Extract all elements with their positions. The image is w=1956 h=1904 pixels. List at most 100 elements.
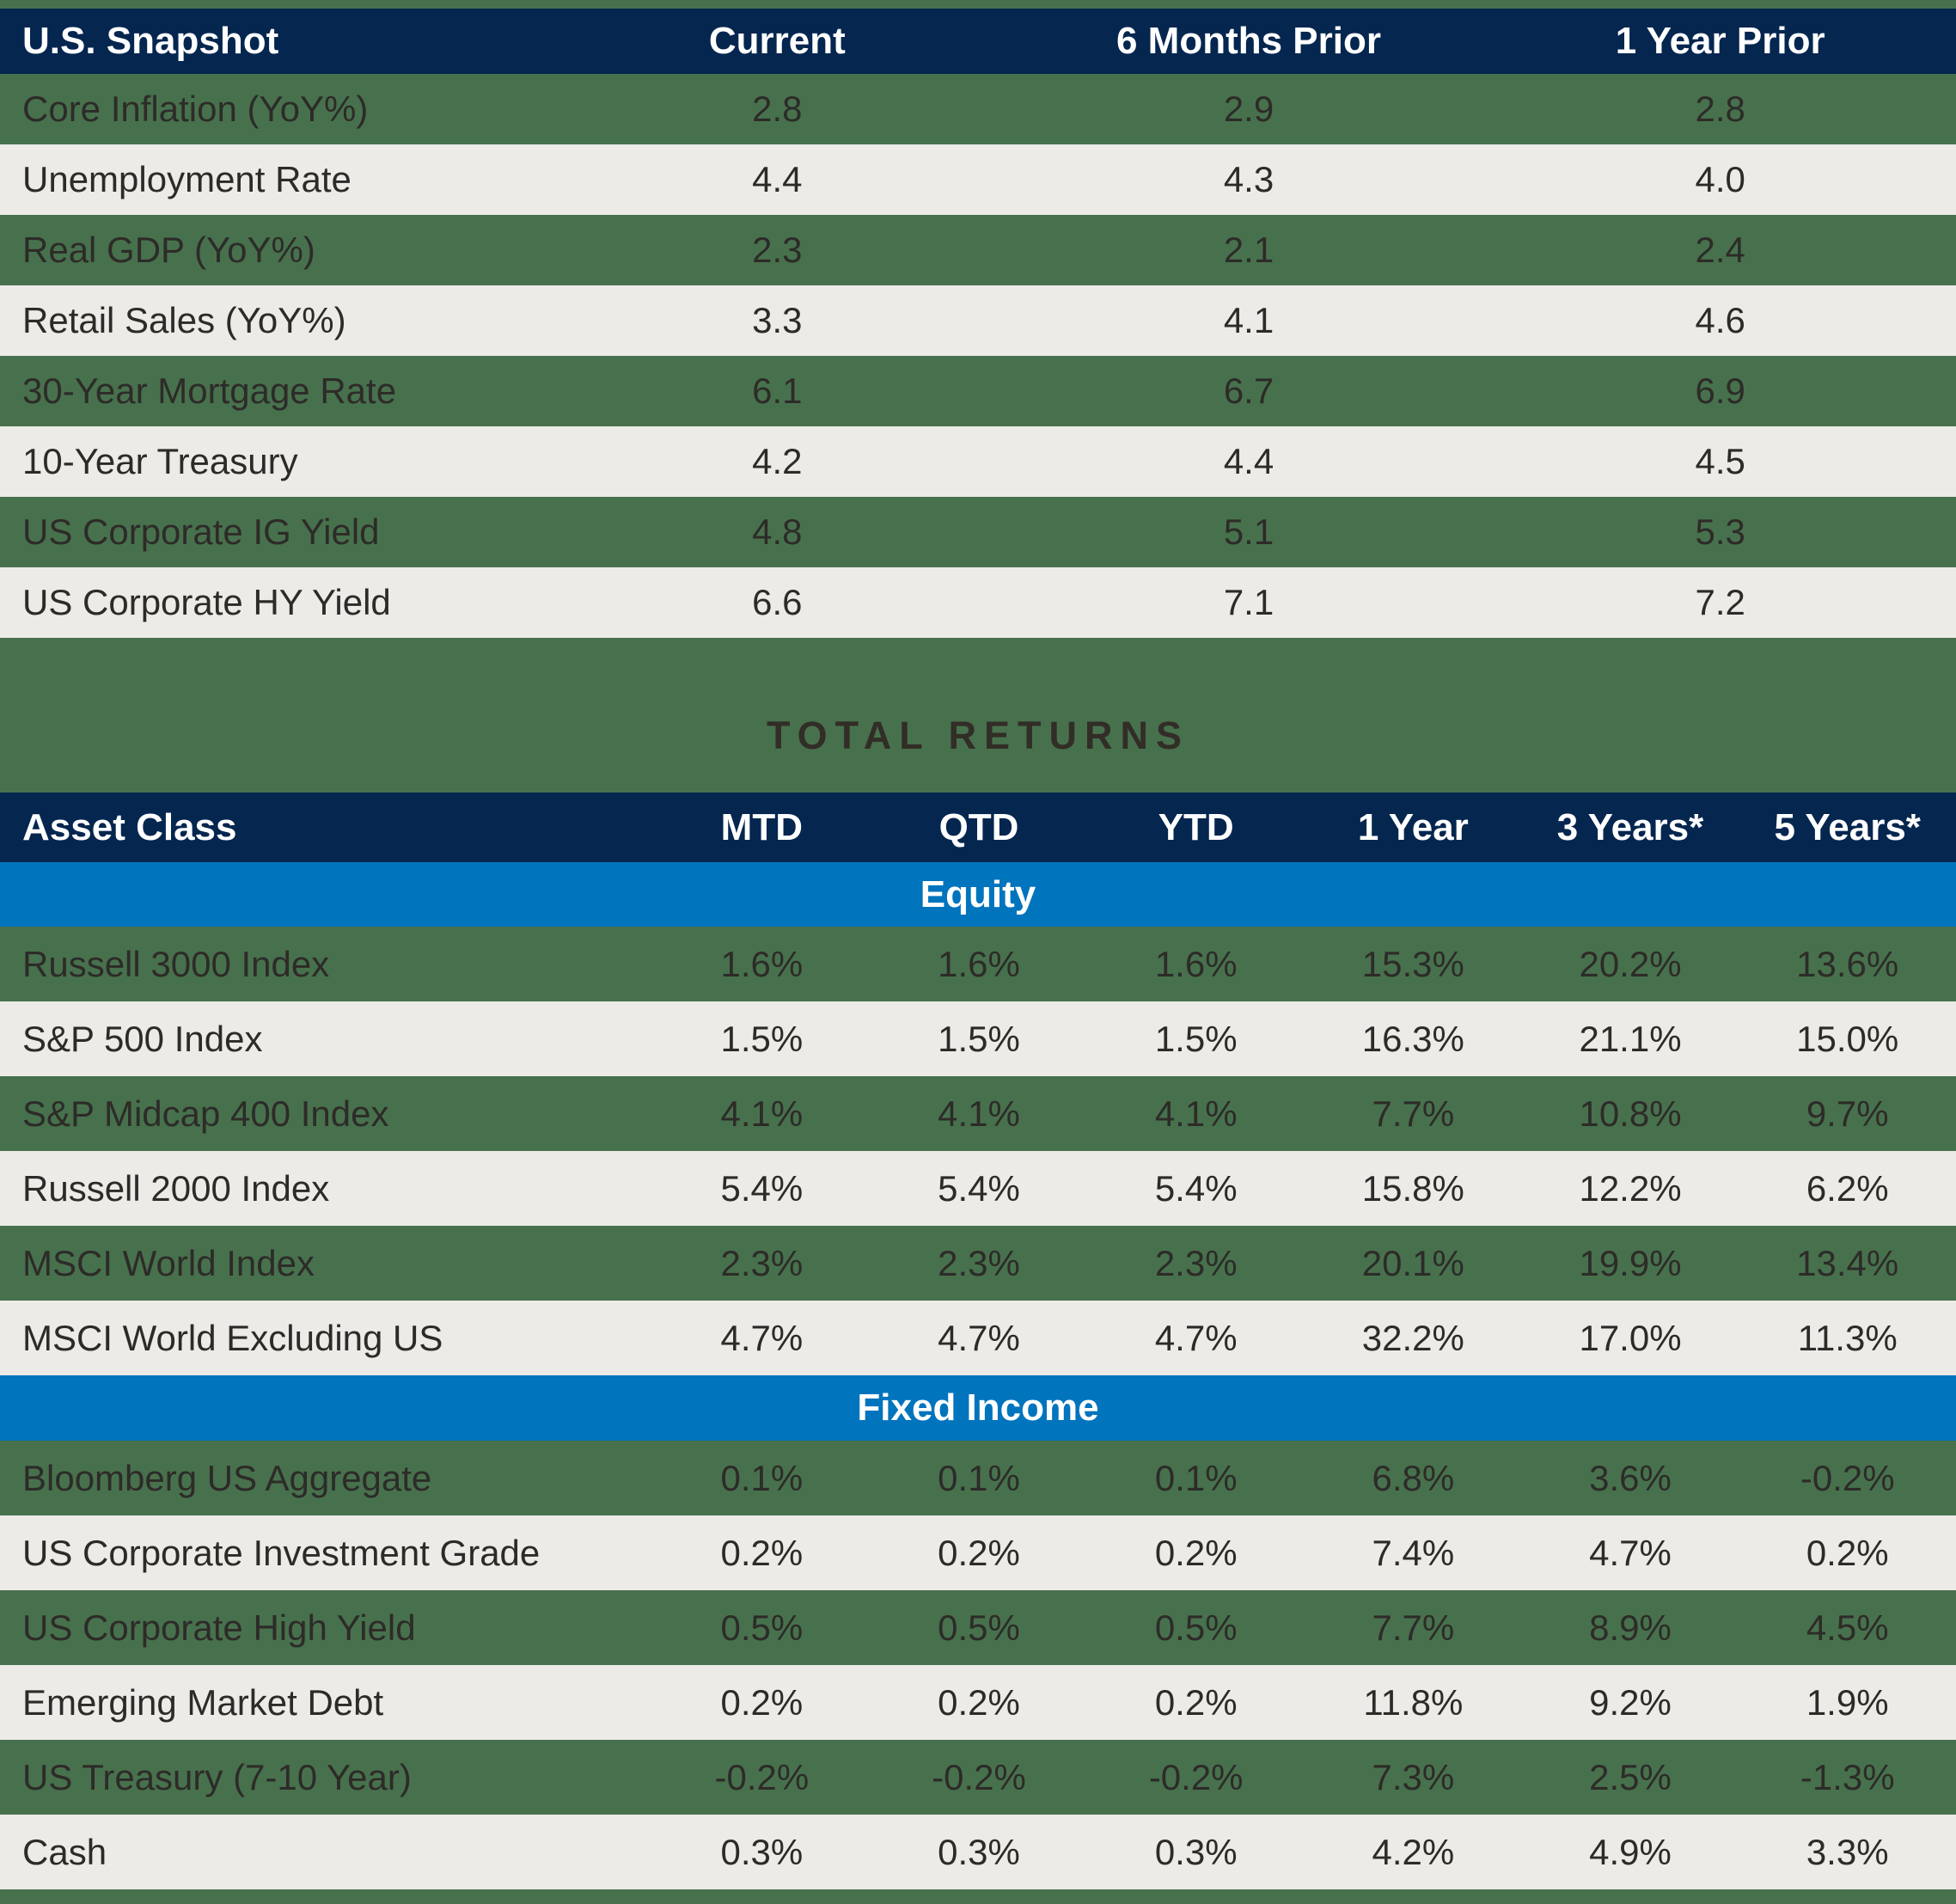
column-header-5-years: 5 Years* <box>1774 805 1921 848</box>
table-row: US Corporate IG Yield 4.8 5.1 5.3 <box>0 497 1956 567</box>
section-band-label: Fixed Income <box>857 1387 1099 1429</box>
cell-mtd: -0.2% <box>714 1756 810 1797</box>
cell-3-years: 20.2% <box>1579 943 1682 984</box>
cell-3-years: 9.2% <box>1589 1681 1672 1723</box>
cell-3-years: 4.7% <box>1589 1532 1672 1573</box>
column-header-ytd: YTD <box>1158 805 1234 848</box>
cell-3-years: 2.5% <box>1589 1756 1672 1797</box>
cell-3-years: 12.2% <box>1579 1167 1682 1209</box>
section-band-fixed-income: Fixed Income <box>0 1375 1956 1441</box>
row-label: US Corporate Investment Grade <box>22 1532 541 1573</box>
snapshot-title: U.S. Snapshot <box>22 20 279 62</box>
cell-qtd: 4.7% <box>938 1317 1020 1358</box>
cell-qtd: 0.5% <box>938 1607 1020 1648</box>
cell-qtd: 4.1% <box>938 1093 1020 1134</box>
cell-ytd: 4.7% <box>1154 1317 1238 1358</box>
table-row: MSCI World Excluding US 4.7% 4.7% 4.7% 3… <box>0 1301 1956 1375</box>
cell-ytd: 0.2% <box>1154 1532 1238 1573</box>
row-label: Bloomberg US Aggregate <box>22 1457 432 1498</box>
cell-mtd: 0.2% <box>720 1681 804 1723</box>
row-label: S&P 500 Index <box>22 1018 263 1059</box>
cell-6-months-prior: 4.3 <box>1223 159 1274 199</box>
cell-current: 4.8 <box>752 511 803 552</box>
cell-1-year: 20.1% <box>1361 1242 1464 1283</box>
cell-qtd: 0.1% <box>938 1457 1020 1498</box>
table-row: Cash 0.3% 0.3% 0.3% 4.2% 4.9% 3.3% <box>0 1815 1956 1889</box>
cell-5-years: -0.2% <box>1800 1457 1895 1498</box>
snapshot-table-header: U.S. Snapshot Current 6 Months Prior 1 Y… <box>0 9 1956 74</box>
column-header-3-years: 3 Years* <box>1556 805 1704 848</box>
cell-5-years: 9.7% <box>1806 1093 1889 1134</box>
cell-mtd: 0.5% <box>720 1607 804 1648</box>
cell-5-years: 3.3% <box>1806 1831 1889 1872</box>
row-label: Russell 2000 Index <box>22 1167 330 1209</box>
table-row: 10-Year Treasury 4.2 4.4 4.5 <box>0 426 1956 497</box>
cell-mtd: 0.3% <box>720 1831 804 1872</box>
bottom-green-strip <box>0 1889 1956 1904</box>
cell-current: 6.1 <box>752 370 803 411</box>
cell-qtd: 5.4% <box>938 1167 1020 1209</box>
cell-current: 4.4 <box>752 159 803 199</box>
cell-1-year-prior: 2.8 <box>1695 89 1745 129</box>
cell-qtd: 2.3% <box>938 1242 1020 1283</box>
cell-5-years: 6.2% <box>1806 1167 1889 1209</box>
cell-ytd: 5.4% <box>1154 1167 1238 1209</box>
section-band-label: Equity <box>920 872 1036 915</box>
cell-qtd: 0.2% <box>938 1532 1020 1573</box>
cell-current: 2.8 <box>752 89 803 129</box>
cell-mtd: 4.7% <box>720 1317 804 1358</box>
row-label: Emerging Market Debt <box>22 1681 384 1723</box>
top-green-strip <box>0 0 1956 9</box>
table-row: Emerging Market Debt 0.2% 0.2% 0.2% 11.8… <box>0 1665 1956 1740</box>
cell-5-years: 4.5% <box>1806 1607 1889 1648</box>
column-header-current: Current <box>708 20 846 62</box>
table-row: S&P Midcap 400 Index 4.1% 4.1% 4.1% 7.7%… <box>0 1076 1956 1151</box>
row-label: US Treasury (7-10 Year) <box>22 1756 412 1797</box>
table-row: Core Inflation (YoY%) 2.8 2.9 2.8 <box>0 74 1956 144</box>
cell-1-year-prior: 4.5 <box>1695 441 1745 481</box>
cell-1-year: 11.8% <box>1363 1681 1464 1723</box>
table-row: Real GDP (YoY%) 2.3 2.1 2.4 <box>0 215 1956 285</box>
cell-mtd: 1.6% <box>720 943 804 984</box>
cell-6-months-prior: 4.4 <box>1223 441 1274 481</box>
cell-current: 6.6 <box>752 582 803 622</box>
cell-6-months-prior: 4.1 <box>1223 300 1274 340</box>
cell-ytd: 0.3% <box>1154 1831 1238 1872</box>
table-row: Retail Sales (YoY%) 3.3 4.1 4.6 <box>0 285 1956 356</box>
column-header-1-year-prior: 1 Year Prior <box>1615 20 1825 62</box>
cell-6-months-prior: 5.1 <box>1223 511 1274 552</box>
cell-1-year: 15.3% <box>1361 943 1464 984</box>
cell-ytd: 0.5% <box>1154 1607 1238 1648</box>
cell-6-months-prior: 2.9 <box>1223 89 1274 129</box>
cell-6-months-prior: 2.1 <box>1223 230 1274 270</box>
table-row: Unemployment Rate 4.4 4.3 4.0 <box>0 144 1956 215</box>
cell-3-years: 10.8% <box>1579 1093 1682 1134</box>
cell-ytd: 0.1% <box>1154 1457 1238 1498</box>
column-header-mtd: MTD <box>720 805 803 848</box>
cell-current: 3.3 <box>752 300 803 340</box>
cell-current: 2.3 <box>752 230 803 270</box>
row-label: Russell 3000 Index <box>22 943 330 984</box>
row-label: Core Inflation (YoY%) <box>22 89 369 129</box>
cell-mtd: 0.1% <box>720 1457 804 1498</box>
cell-ytd: 1.6% <box>1154 943 1238 984</box>
cell-6-months-prior: 7.1 <box>1223 582 1274 622</box>
cell-1-year: 6.8% <box>1372 1457 1455 1498</box>
table-row: Russell 3000 Index 1.6% 1.6% 1.6% 15.3% … <box>0 927 1956 1001</box>
row-label: US Corporate High Yield <box>22 1607 416 1648</box>
cell-1-year: 15.8% <box>1361 1167 1464 1209</box>
cell-1-year-prior: 5.3 <box>1695 511 1745 552</box>
cell-3-years: 3.6% <box>1589 1457 1672 1498</box>
cell-1-year: 7.7% <box>1372 1093 1455 1134</box>
row-label: MSCI World Excluding US <box>22 1317 443 1358</box>
row-label: Unemployment Rate <box>22 159 351 199</box>
row-label: S&P Midcap 400 Index <box>22 1093 389 1134</box>
returns-table-header: Asset Class MTD QTD YTD 1 Year 3 Years* … <box>0 793 1956 862</box>
table-row: US Corporate Investment Grade 0.2% 0.2% … <box>0 1515 1956 1590</box>
cell-ytd: 2.3% <box>1154 1242 1238 1283</box>
cell-6-months-prior: 6.7 <box>1223 370 1274 411</box>
cell-current: 4.2 <box>752 441 803 481</box>
row-label: Retail Sales (YoY%) <box>22 300 346 340</box>
cell-qtd: -0.2% <box>932 1756 1026 1797</box>
